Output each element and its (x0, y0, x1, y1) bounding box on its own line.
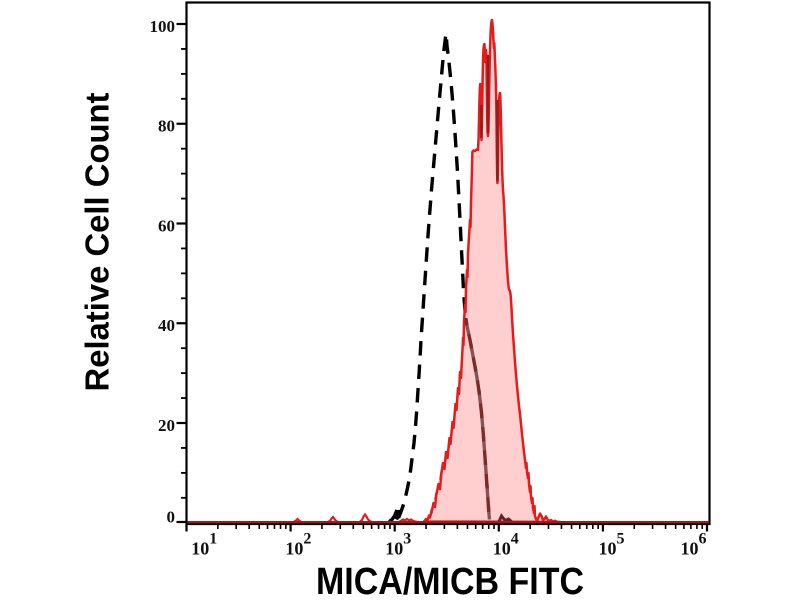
svg-text:40: 40 (158, 316, 175, 335)
svg-text:0: 0 (167, 507, 176, 526)
svg-text:20: 20 (158, 416, 175, 435)
svg-text:Relative Cell Count: Relative Cell Count (79, 93, 116, 392)
svg-text:100: 100 (150, 17, 176, 36)
svg-text:MICA/MICB FITC: MICA/MICB FITC (316, 561, 584, 600)
svg-text:80: 80 (158, 117, 175, 136)
svg-text:60: 60 (158, 217, 175, 236)
